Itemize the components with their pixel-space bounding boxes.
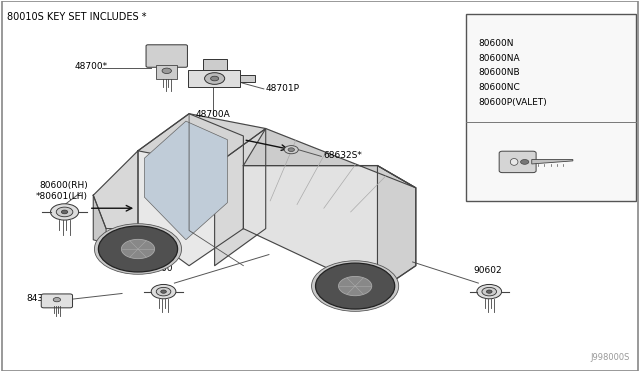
Circle shape	[312, 261, 399, 311]
Text: 80600(RH): 80600(RH)	[39, 181, 88, 190]
Text: 80600NA: 80600NA	[478, 54, 520, 62]
Circle shape	[56, 207, 73, 217]
Circle shape	[151, 285, 176, 299]
Text: 84360E: 84360E	[26, 294, 61, 303]
Polygon shape	[93, 195, 106, 243]
Circle shape	[61, 210, 68, 214]
Bar	[240, 75, 255, 82]
Circle shape	[162, 68, 172, 74]
Circle shape	[211, 76, 219, 81]
Text: J998000S: J998000S	[590, 353, 630, 362]
Circle shape	[486, 290, 492, 293]
Text: *80601(LH): *80601(LH)	[36, 192, 88, 201]
Text: 80600NB: 80600NB	[478, 68, 520, 77]
Polygon shape	[138, 114, 243, 266]
Text: 48701P: 48701P	[266, 84, 300, 93]
Circle shape	[51, 204, 79, 220]
Polygon shape	[138, 114, 266, 166]
Polygon shape	[243, 166, 416, 292]
Text: 80600P(VALET): 80600P(VALET)	[478, 98, 547, 107]
Polygon shape	[243, 129, 416, 188]
Polygon shape	[93, 151, 138, 229]
Circle shape	[156, 288, 171, 296]
Circle shape	[99, 226, 177, 272]
Text: 48700*: 48700*	[74, 62, 108, 71]
Circle shape	[477, 285, 502, 299]
Text: 80010S KEY SET INCLUDES *: 80010S KEY SET INCLUDES *	[7, 12, 147, 22]
Text: 84460: 84460	[145, 264, 173, 273]
Polygon shape	[145, 121, 227, 240]
FancyBboxPatch shape	[499, 151, 536, 173]
Text: 48700A: 48700A	[195, 110, 230, 119]
Text: 80600NC: 80600NC	[478, 83, 520, 92]
Polygon shape	[214, 129, 266, 266]
Circle shape	[53, 298, 61, 302]
Circle shape	[288, 148, 294, 151]
Circle shape	[482, 288, 497, 296]
Text: 80600N: 80600N	[478, 39, 514, 48]
Text: 68632S*: 68632S*	[323, 151, 362, 160]
Bar	[466, 14, 636, 201]
FancyBboxPatch shape	[146, 45, 188, 67]
Bar	[202, 59, 227, 70]
Polygon shape	[378, 166, 416, 292]
Circle shape	[161, 290, 166, 293]
Circle shape	[95, 224, 182, 274]
Circle shape	[122, 239, 155, 259]
Ellipse shape	[510, 158, 518, 165]
Polygon shape	[532, 160, 573, 164]
Bar	[188, 70, 240, 87]
Text: 90602: 90602	[473, 266, 502, 275]
Circle shape	[284, 145, 298, 154]
Circle shape	[316, 263, 395, 309]
Circle shape	[205, 73, 225, 84]
Circle shape	[339, 276, 372, 296]
Circle shape	[520, 160, 529, 164]
FancyBboxPatch shape	[41, 294, 72, 308]
Bar	[156, 65, 177, 78]
